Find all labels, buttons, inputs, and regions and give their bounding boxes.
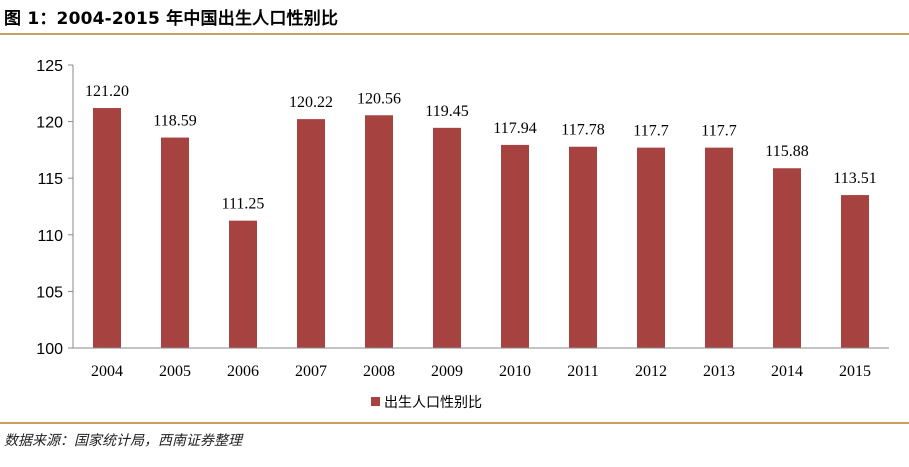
data-label: 119.45 bbox=[425, 103, 468, 120]
x-tick-label: 2005 bbox=[159, 363, 191, 380]
y-tick-label: 125 bbox=[36, 58, 63, 75]
data-label: 120.56 bbox=[357, 90, 401, 107]
y-tick-label: 105 bbox=[36, 284, 63, 301]
bar bbox=[229, 220, 257, 348]
y-axis: 100 105 110 115 120 125 bbox=[36, 58, 74, 358]
title-divider bbox=[0, 33, 909, 35]
bar bbox=[161, 137, 189, 348]
bar bbox=[773, 168, 801, 348]
bars bbox=[93, 108, 869, 349]
data-label: 113.51 bbox=[833, 170, 876, 187]
bar bbox=[297, 119, 325, 349]
data-label: 118.59 bbox=[153, 113, 196, 130]
data-label: 115.88 bbox=[765, 143, 808, 160]
legend: 出生人口性别比 bbox=[371, 395, 482, 411]
data-labels: 121.20 118.59 111.25 120.22 120.56 119.45 117.… bbox=[85, 83, 877, 213]
y-tick-label: 100 bbox=[36, 341, 63, 358]
bar bbox=[569, 146, 597, 348]
x-tick-label: 2006 bbox=[227, 363, 259, 380]
x-tick-label: 2013 bbox=[703, 363, 735, 380]
bar bbox=[365, 115, 393, 348]
source-note: 数据来源：国家统计局，西南证券整理 bbox=[4, 433, 242, 449]
figure-title: 图 1：2004-2015 年中国出生人口性别比 bbox=[4, 9, 339, 29]
x-tick-label: 2008 bbox=[363, 363, 395, 380]
legend-swatch bbox=[371, 397, 380, 406]
x-tick-label: 2010 bbox=[499, 363, 531, 380]
data-label: 120.22 bbox=[289, 94, 333, 111]
bar bbox=[705, 147, 733, 348]
data-label: 117.7 bbox=[633, 123, 668, 140]
bar bbox=[93, 108, 121, 349]
x-tick-label: 2009 bbox=[431, 363, 463, 380]
x-tick-label: 2015 bbox=[839, 363, 871, 380]
bar bbox=[841, 195, 869, 348]
x-axis: 2004 2005 2006 2007 2008 2009 2010 2011 2012 2013… bbox=[73, 347, 889, 380]
bar-chart: 100 105 110 115 120 125 121.20 118.59 111.25 120… bbox=[36, 58, 889, 411]
bar bbox=[501, 144, 529, 348]
x-tick-label: 2014 bbox=[771, 363, 803, 380]
y-tick-label: 110 bbox=[37, 228, 63, 245]
x-tick-label: 2004 bbox=[91, 363, 123, 380]
y-tick-label: 115 bbox=[37, 171, 63, 188]
source-divider bbox=[0, 422, 909, 424]
data-label: 117.78 bbox=[561, 122, 604, 139]
y-tick-label: 120 bbox=[36, 115, 63, 132]
legend-label: 出生人口性别比 bbox=[384, 395, 482, 411]
x-tick-label: 2012 bbox=[635, 363, 667, 380]
data-label: 117.94 bbox=[493, 120, 536, 137]
x-tick-label: 2007 bbox=[295, 363, 327, 380]
data-label: 121.20 bbox=[85, 83, 129, 100]
data-label: 111.25 bbox=[222, 196, 265, 213]
data-label: 117.7 bbox=[701, 123, 736, 140]
bar bbox=[637, 147, 665, 348]
bar bbox=[433, 127, 461, 349]
x-tick-label: 2011 bbox=[567, 363, 598, 380]
